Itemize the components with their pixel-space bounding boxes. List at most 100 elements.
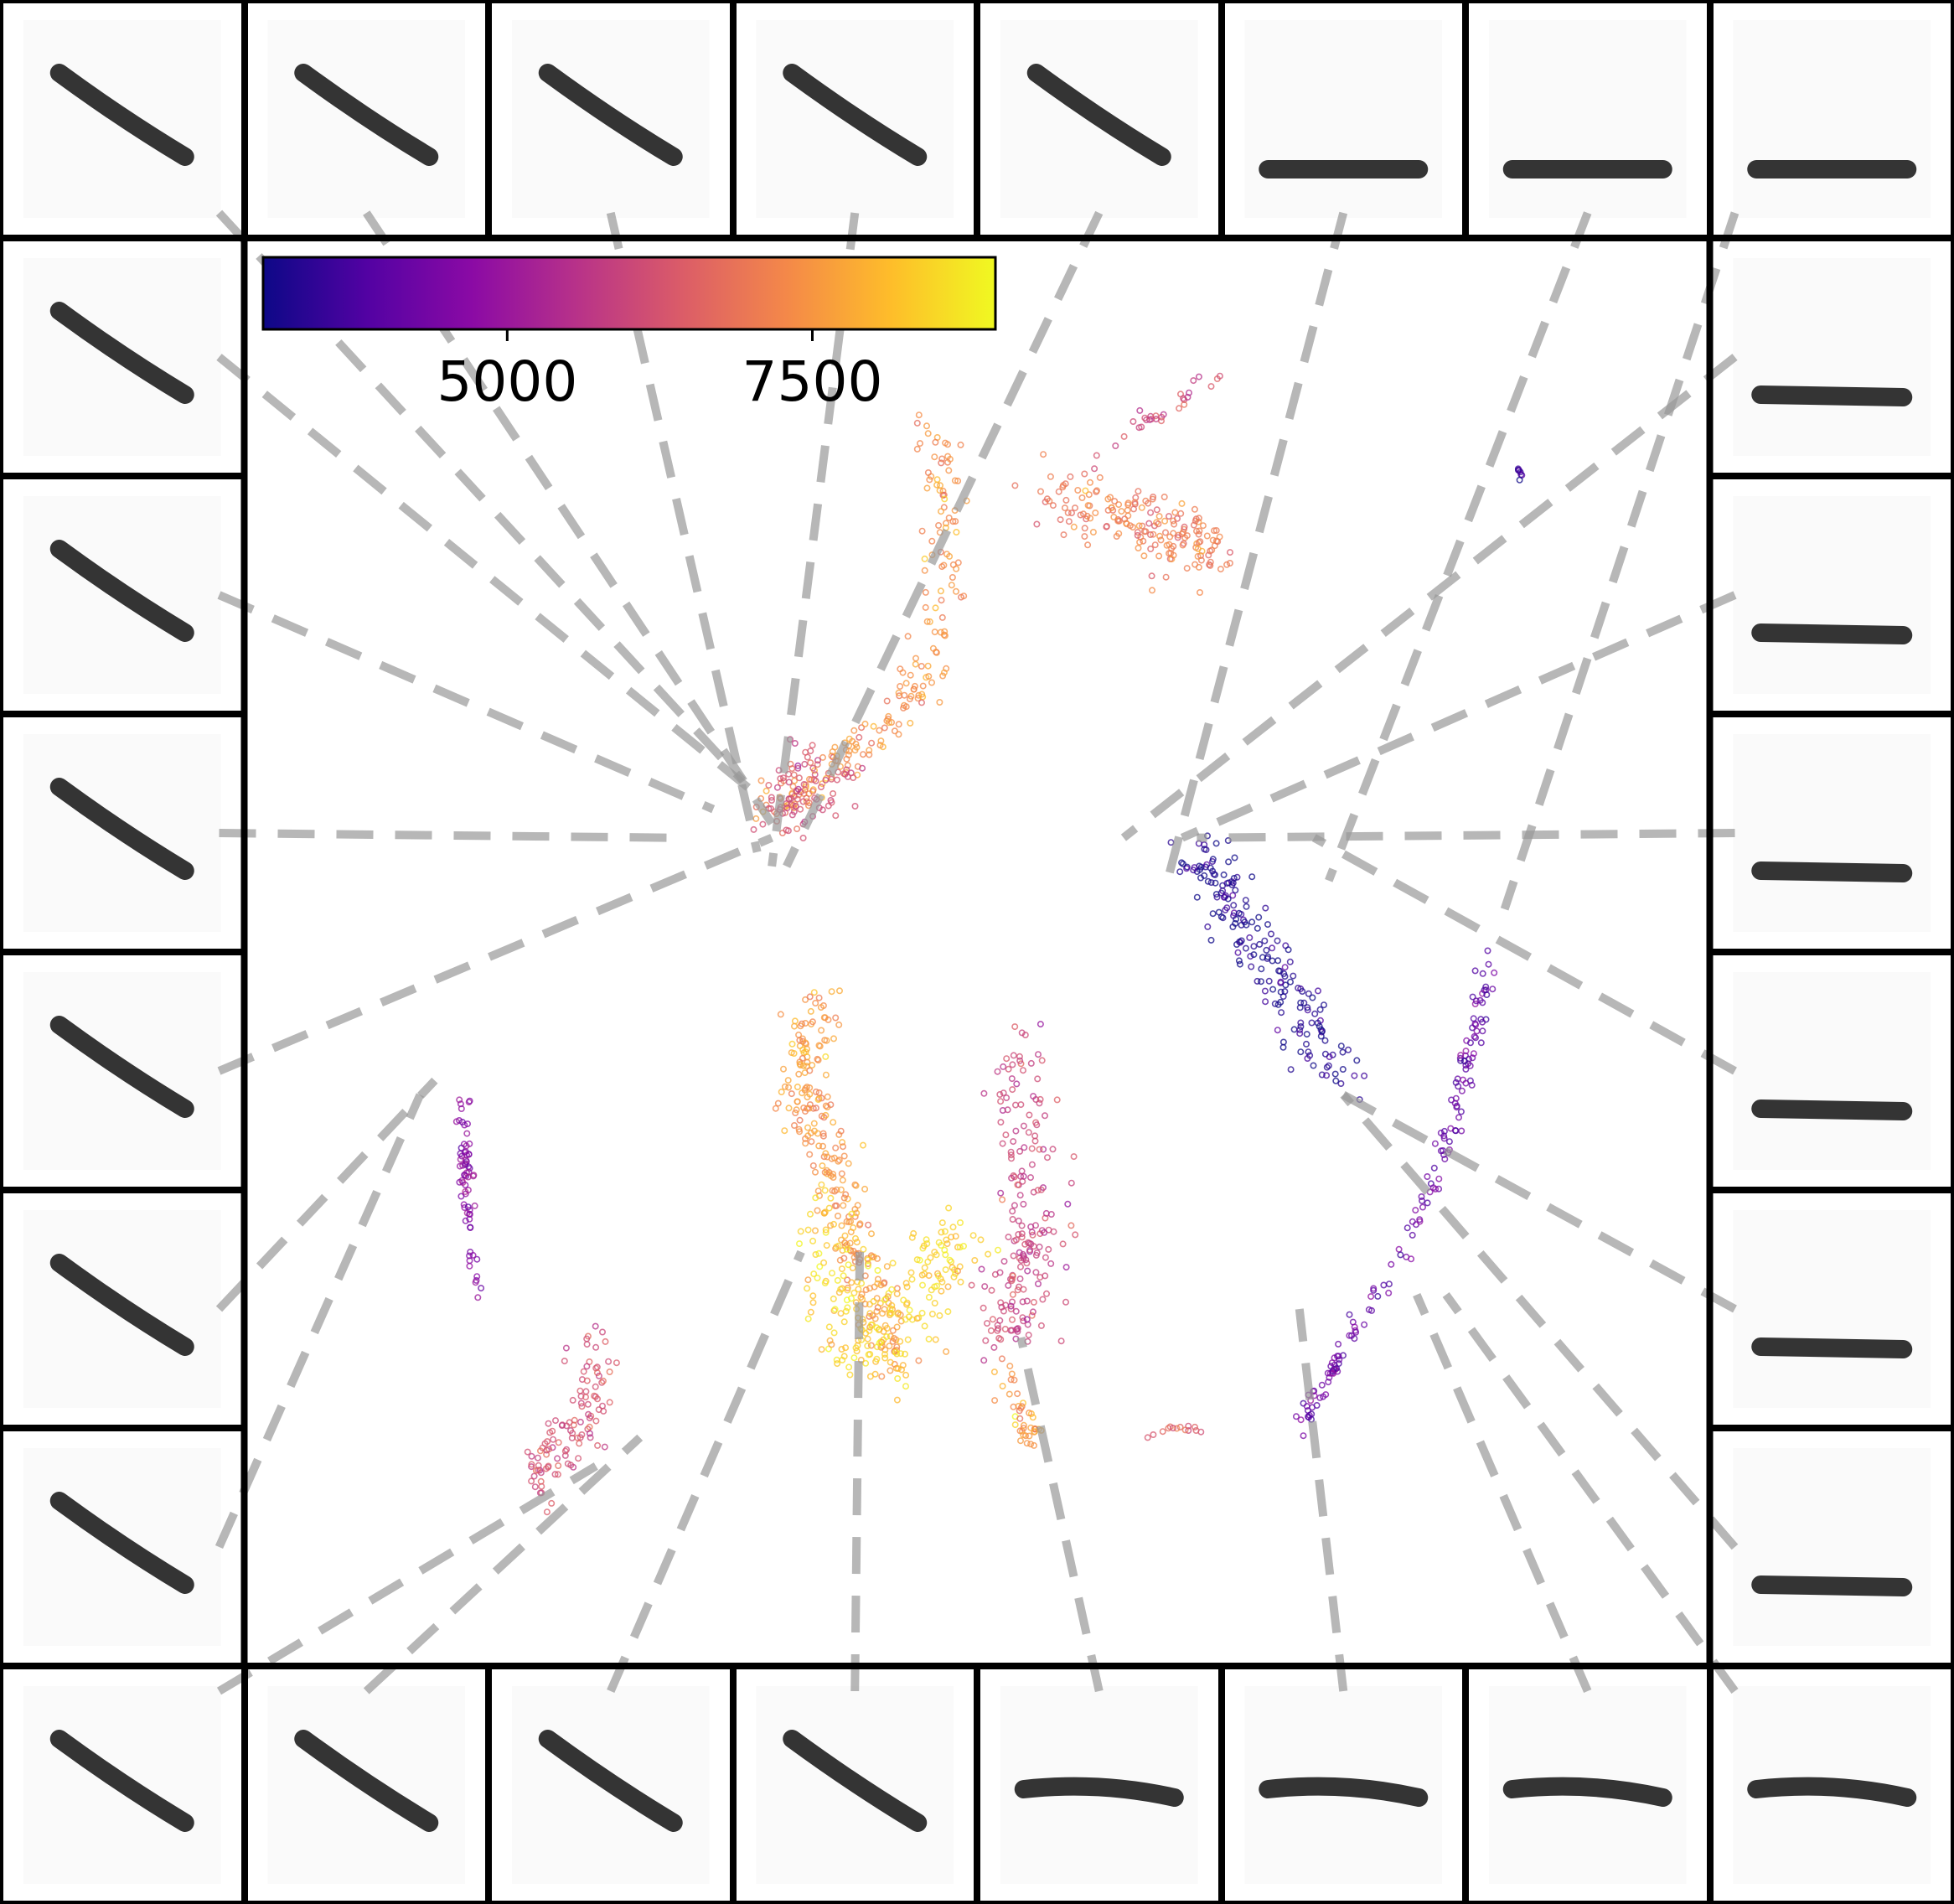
thumbnail-stroke bbox=[1014, 1777, 1184, 1807]
scatter-point bbox=[924, 468, 932, 476]
scatter-point bbox=[933, 1251, 940, 1259]
scatter-point bbox=[592, 1364, 600, 1372]
scatter-point bbox=[1469, 993, 1476, 1001]
scatter-point bbox=[1197, 874, 1205, 882]
scatter-point bbox=[1166, 533, 1174, 541]
scatter-point bbox=[567, 1462, 575, 1469]
scatter-point bbox=[544, 1438, 551, 1446]
scatter-point bbox=[1010, 1052, 1017, 1059]
scatter-point bbox=[799, 1046, 807, 1053]
scatter-point bbox=[839, 1143, 846, 1151]
scatter-point bbox=[561, 1451, 569, 1459]
colorbar: 5000 7500 bbox=[261, 256, 997, 414]
scatter-point bbox=[464, 1173, 472, 1181]
scatter-point bbox=[1489, 986, 1497, 993]
scatter-point bbox=[853, 743, 861, 751]
scatter-point bbox=[1111, 498, 1119, 505]
scatter-point bbox=[853, 1239, 861, 1246]
thumbnail-stroke bbox=[49, 64, 194, 166]
scatter-point bbox=[856, 733, 863, 741]
scatter-point bbox=[1192, 561, 1199, 568]
scatter-point bbox=[887, 1358, 894, 1366]
scatter-point bbox=[866, 1312, 873, 1320]
scatter-point bbox=[865, 1221, 872, 1229]
colorbar-tick-label: 7500 bbox=[742, 349, 883, 414]
scatter-point bbox=[809, 1162, 817, 1170]
scatter-point bbox=[554, 1455, 561, 1462]
scatter-point bbox=[1129, 417, 1137, 425]
scatter-point bbox=[835, 1156, 843, 1164]
scatter-point bbox=[924, 662, 932, 670]
scatter-point bbox=[840, 1318, 848, 1326]
scatter-point bbox=[459, 1179, 467, 1187]
scatter-point bbox=[817, 784, 825, 791]
scatter-point bbox=[1026, 1432, 1033, 1440]
scatter-point bbox=[818, 1181, 825, 1188]
connector-line bbox=[1180, 591, 1737, 842]
scatter-point bbox=[999, 1140, 1006, 1147]
scatter-point bbox=[1325, 1062, 1332, 1069]
scatter-point bbox=[1070, 1153, 1078, 1161]
scatter-point bbox=[1131, 500, 1139, 508]
scatter-point bbox=[466, 1207, 473, 1214]
scatter-point bbox=[881, 1351, 889, 1358]
scatter-point bbox=[850, 727, 858, 734]
scatter-point bbox=[941, 1246, 949, 1254]
scatter-point bbox=[1145, 499, 1152, 507]
scatter-point bbox=[587, 1434, 594, 1441]
scatter-point bbox=[1471, 1032, 1478, 1040]
scatter-point bbox=[902, 1383, 910, 1390]
scatter-point bbox=[956, 1244, 964, 1251]
scatter-point bbox=[1159, 1428, 1166, 1436]
scatter-point bbox=[808, 776, 815, 784]
scatter-point bbox=[584, 1400, 592, 1408]
scatter-point bbox=[1135, 544, 1142, 551]
scatter-point bbox=[877, 1281, 885, 1289]
scatter-point bbox=[1065, 518, 1073, 525]
scatter-point bbox=[868, 1230, 876, 1238]
scatter-point bbox=[941, 1228, 949, 1235]
scatter-point bbox=[1155, 552, 1163, 560]
scatter-point bbox=[1067, 1222, 1075, 1229]
scatter-point bbox=[457, 1193, 465, 1200]
scatter-point bbox=[918, 699, 926, 706]
scatter-point bbox=[933, 1282, 941, 1290]
scatter-point bbox=[1308, 1019, 1316, 1027]
scatter-point bbox=[1300, 999, 1308, 1006]
scatter-point bbox=[1007, 1302, 1015, 1310]
scatter-point bbox=[1019, 1250, 1026, 1258]
thumbnail-stroke bbox=[1026, 64, 1171, 166]
thumbnail-r1-c5 bbox=[1000, 20, 1198, 218]
scatter-point bbox=[830, 789, 837, 797]
scatter-point bbox=[827, 1194, 835, 1202]
scatter-point bbox=[891, 727, 898, 735]
scatter-point bbox=[824, 1093, 831, 1100]
scatter-point bbox=[879, 743, 887, 751]
scatter-point bbox=[778, 1089, 785, 1096]
scatter-point bbox=[1296, 1030, 1304, 1037]
scatter-point bbox=[835, 1157, 842, 1165]
scatter-point bbox=[1256, 940, 1264, 948]
scatter-point bbox=[1016, 1053, 1023, 1060]
thumbnail-stroke bbox=[1502, 1777, 1672, 1807]
scatter-point bbox=[1120, 432, 1128, 440]
scatter-point bbox=[971, 1257, 979, 1265]
thumbnail-r1-c8 bbox=[1733, 20, 1931, 218]
scatter-point bbox=[943, 1240, 951, 1248]
scatter-point bbox=[1467, 1039, 1475, 1047]
scatter-point bbox=[1015, 1231, 1022, 1239]
scatter-point bbox=[1096, 473, 1104, 481]
scatter-point bbox=[822, 1053, 830, 1060]
scatter-point bbox=[1203, 861, 1211, 868]
scatter-point bbox=[1367, 1293, 1375, 1301]
scatter-point bbox=[915, 1357, 923, 1364]
scatter-point bbox=[1207, 879, 1215, 887]
scatter-point bbox=[809, 1292, 817, 1300]
scatter-point bbox=[1017, 1437, 1025, 1445]
scatter-point bbox=[820, 1153, 828, 1161]
scatter-point bbox=[1168, 556, 1176, 563]
scatter-point bbox=[1203, 532, 1211, 540]
scatter-point bbox=[946, 455, 954, 463]
scatter-point bbox=[821, 1187, 829, 1194]
scatter-point bbox=[1021, 1144, 1028, 1151]
